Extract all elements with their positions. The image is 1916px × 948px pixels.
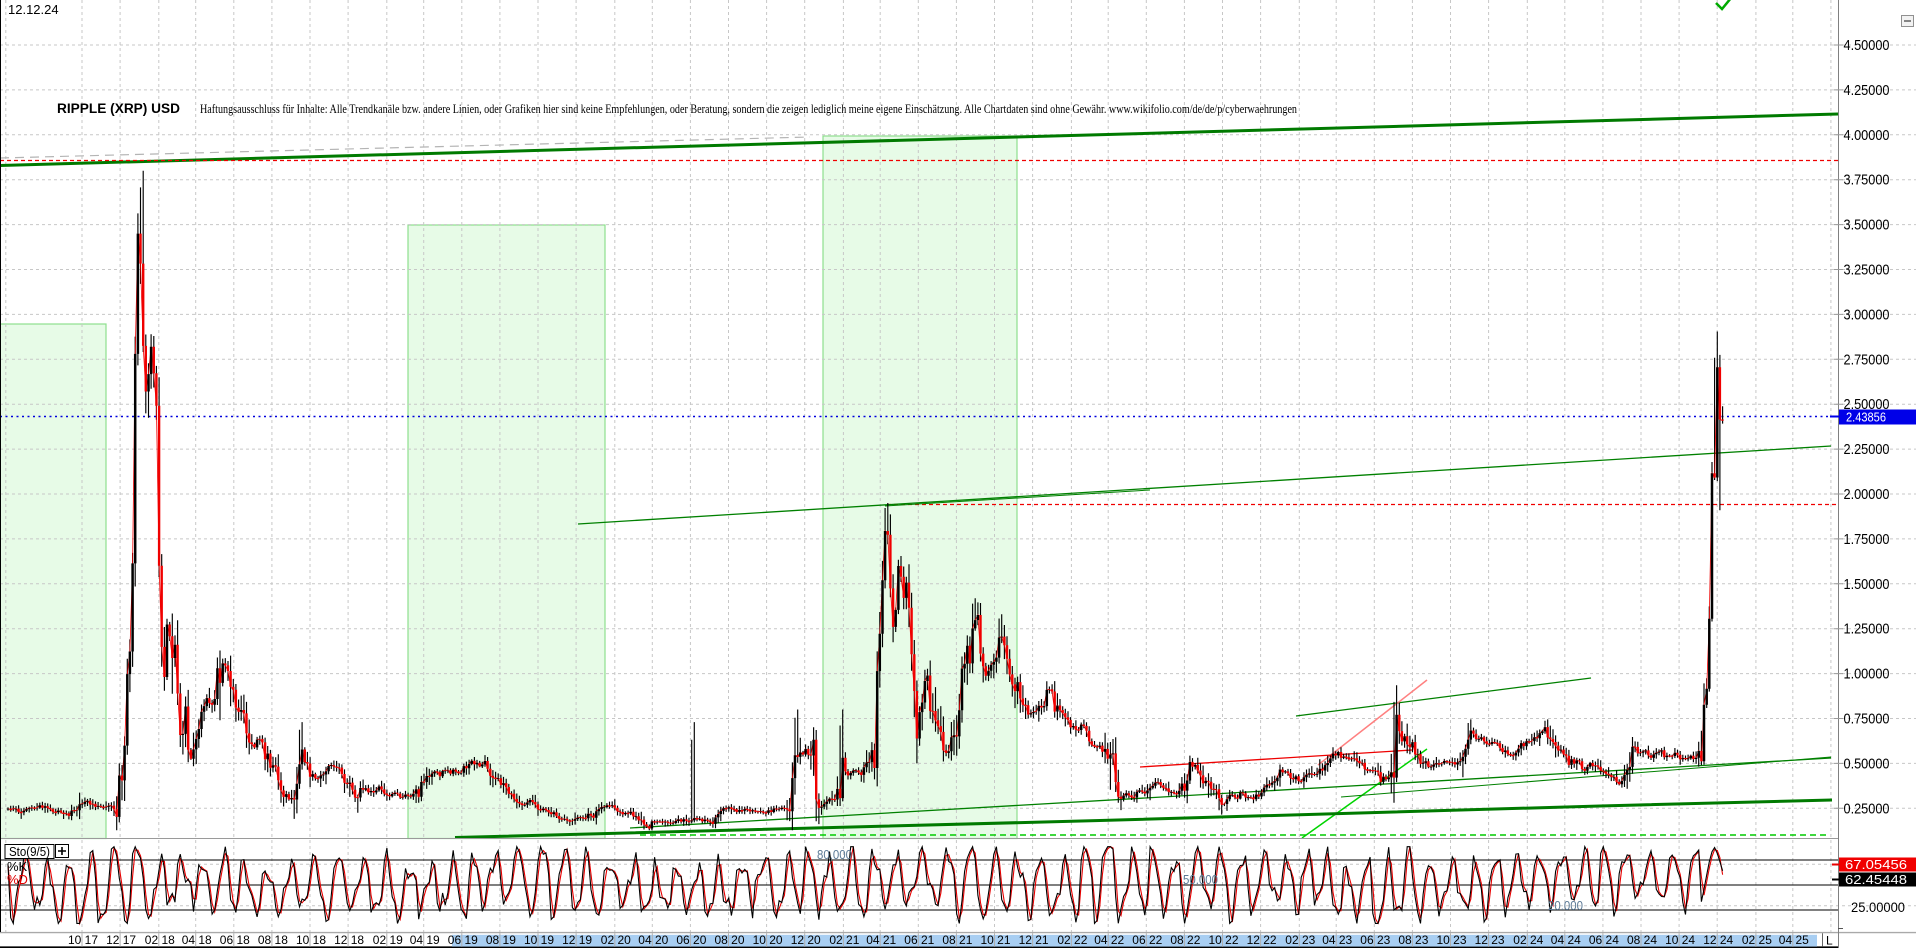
svg-text:3.75000: 3.75000 [1844,172,1890,189]
svg-text:02 22: 02 22 [1057,933,1087,947]
svg-text:1.25000: 1.25000 [1844,621,1890,638]
svg-text:%D: %D [7,872,28,887]
svg-text:Haftungsausschluss für Inhalte: Haftungsausschluss für Inhalte: Alle Tre… [200,101,1297,116]
svg-text:04 20: 04 20 [638,933,668,947]
svg-text:67.05456: 67.05456 [1845,858,1907,872]
svg-text:Sto(9/5): Sto(9/5) [9,845,50,859]
svg-text:1.00000: 1.00000 [1844,666,1890,683]
svg-text:4.50000: 4.50000 [1844,37,1890,54]
svg-text:1.75000: 1.75000 [1844,531,1890,548]
svg-text:02 23: 02 23 [1285,933,1315,947]
svg-text:3.00000: 3.00000 [1844,306,1890,323]
svg-text:25.00000: 25.00000 [1851,900,1905,915]
svg-text:02 21: 02 21 [829,933,859,947]
svg-text:10 22: 10 22 [1209,933,1239,947]
svg-text:04 25: 04 25 [1779,933,1809,947]
svg-text:02 19: 02 19 [373,933,403,947]
svg-text:08 21: 08 21 [942,933,972,947]
svg-text:10 17: 10 17 [68,933,98,947]
svg-text:06 24: 06 24 [1589,933,1619,947]
svg-text:08 24: 08 24 [1627,933,1657,947]
svg-text:04 23: 04 23 [1322,933,1352,947]
svg-text:12 21: 12 21 [1019,933,1049,947]
svg-text:4.25000: 4.25000 [1844,82,1890,99]
svg-text:3.50000: 3.50000 [1844,217,1890,234]
svg-text:06 21: 06 21 [904,933,934,947]
svg-text:04 18: 04 18 [182,933,212,947]
svg-text:10 20: 10 20 [753,933,783,947]
svg-text:62.45448: 62.45448 [1845,873,1907,887]
svg-text:12 24: 12 24 [1703,933,1733,947]
svg-text:02 25: 02 25 [1742,933,1772,947]
svg-text:06 22: 06 22 [1132,933,1162,947]
svg-text:0.50000: 0.50000 [1844,755,1890,772]
svg-text:RIPPLE (XRP) USD: RIPPLE (XRP) USD [57,101,180,116]
svg-text:04 22: 04 22 [1094,933,1124,947]
svg-text:80.000: 80.000 [817,847,852,862]
svg-text:2.43856: 2.43856 [1846,410,1886,425]
svg-text:10 24: 10 24 [1665,933,1695,947]
svg-text:08 20: 08 20 [715,933,745,947]
svg-text:1.50000: 1.50000 [1844,576,1890,593]
svg-text:12.12.24: 12.12.24 [8,2,59,17]
svg-text:3.25000: 3.25000 [1844,262,1890,279]
svg-text:08 19: 08 19 [486,933,516,947]
svg-text:08 18: 08 18 [258,933,288,947]
svg-text:12 18: 12 18 [334,933,364,947]
svg-text:06 23: 06 23 [1360,933,1390,947]
svg-text:10 19: 10 19 [524,933,554,947]
svg-text:10 18: 10 18 [296,933,326,947]
svg-text:0.25000: 0.25000 [1844,800,1890,817]
svg-text:50.000: 50.000 [1183,872,1218,887]
svg-text:12 22: 12 22 [1247,933,1277,947]
svg-text:0.75000: 0.75000 [1844,711,1890,728]
svg-text:2.50000: 2.50000 [1844,396,1890,413]
svg-text:20.000: 20.000 [1548,898,1583,913]
svg-text:2.25000: 2.25000 [1844,441,1890,458]
svg-text:02 18: 02 18 [145,933,175,947]
svg-text:12 20: 12 20 [791,933,821,947]
svg-text:10 21: 10 21 [981,933,1011,947]
svg-text:04 19: 04 19 [410,933,440,947]
svg-text:04 24: 04 24 [1551,933,1581,947]
svg-text:04 21: 04 21 [866,933,896,947]
svg-text:06 20: 06 20 [676,933,706,947]
svg-text:02 24: 02 24 [1513,933,1543,947]
svg-text:2.75000: 2.75000 [1844,351,1890,368]
svg-text:%K: %K [7,859,28,874]
svg-text:06 18: 06 18 [220,933,250,947]
svg-text:12 23: 12 23 [1475,933,1505,947]
svg-text:12 17: 12 17 [106,933,136,947]
svg-text:06 19: 06 19 [448,933,478,947]
svg-text:02 20: 02 20 [601,933,631,947]
svg-text:10 23: 10 23 [1437,933,1467,947]
svg-text:08 23: 08 23 [1398,933,1428,947]
svg-text:2.00000: 2.00000 [1844,486,1890,503]
svg-text:12 19: 12 19 [562,933,592,947]
svg-text:4.00000: 4.00000 [1844,127,1890,144]
svg-text:L: L [1826,934,1833,948]
svg-text:08 22: 08 22 [1170,933,1200,947]
